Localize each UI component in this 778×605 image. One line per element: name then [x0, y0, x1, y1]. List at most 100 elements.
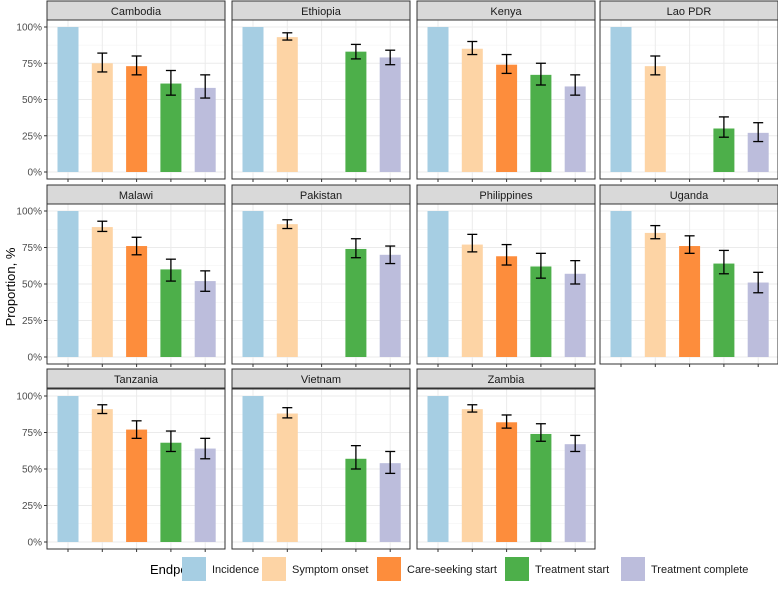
facet-title: Cambodia — [111, 6, 162, 18]
error-bar-uganda-symptom-onset — [650, 224, 661, 240]
bar-philippines-treatment-complete — [564, 273, 586, 357]
y-tick-label: 25% — [22, 501, 42, 512]
error-bar-uganda-treatment-complete — [753, 271, 764, 294]
y-tick-label: 50% — [22, 465, 42, 476]
facet-kenya: Kenya — [416, 0, 596, 182]
bar-ethiopia-treatment-start — [345, 51, 367, 172]
legend-label: Incidence — [212, 564, 259, 576]
legend-item-symptom-onset: Symptom onset — [262, 557, 368, 581]
bar-tanzania-treatment-complete — [194, 448, 216, 542]
bar-zambia-incidence — [427, 396, 449, 542]
y-tick-label: 75% — [22, 59, 42, 70]
facet-title: Malawi — [119, 190, 153, 202]
legend-item-treatment-complete: Treatment complete — [621, 557, 748, 581]
y-tick-label: 100% — [16, 392, 42, 403]
error-bar-pakistan-treatment-start — [350, 238, 361, 259]
error-bar-vietnam-symptom-onset — [282, 407, 293, 419]
error-bar-ethiopia-treatment-start — [350, 43, 361, 60]
y-tick-label: 75% — [22, 243, 42, 254]
bar-uganda-treatment-start — [713, 263, 735, 357]
error-bar-kenya-symptom-onset — [467, 40, 478, 56]
error-bar-ethiopia-symptom-onset — [282, 32, 293, 41]
error-bar-uganda-treatment-start — [718, 249, 729, 275]
bar-lao-pdr-incidence — [610, 27, 632, 172]
bar-uganda-care-seeking-start — [679, 246, 701, 357]
error-bar-lao-pdr-treatment-complete — [753, 122, 764, 143]
bar-ethiopia-treatment-complete — [379, 57, 401, 173]
bar-pakistan-incidence — [242, 211, 264, 357]
legend-swatch — [262, 557, 286, 581]
error-bar-lao-pdr-symptom-onset — [650, 55, 661, 76]
legend-swatch — [505, 557, 529, 581]
error-bar-cambodia-symptom-onset — [97, 52, 108, 73]
panel-border — [416, 203, 596, 365]
bar-lao-pdr-treatment-start — [713, 128, 735, 172]
y-tick-label: 50% — [22, 95, 42, 106]
legend: Endpoint Incidence Symptom onset Care-seek… — [150, 557, 748, 581]
facet-cambodia: Cambodia 0% 25% 50% 75% 100% — [16, 0, 226, 182]
bar-uganda-symptom-onset — [644, 232, 666, 357]
facet-title: Vietnam — [301, 374, 341, 386]
error-bar-cambodia-treatment-complete — [200, 74, 211, 99]
error-bar-malawi-symptom-onset — [97, 220, 108, 233]
error-bar-kenya-care-seeking-start — [501, 53, 512, 75]
bar-cambodia-care-seeking-start — [126, 66, 148, 172]
facet-ethiopia: Ethiopia — [231, 0, 411, 182]
error-bar-zambia-treatment-start — [535, 423, 546, 442]
facet-vietnam: Vietnam — [231, 368, 411, 552]
y-axis-label: Proportion, % — [3, 247, 18, 326]
error-bar-pakistan-symptom-onset — [282, 219, 293, 230]
bar-vietnam-incidence — [242, 396, 264, 542]
facet-title: Zambia — [488, 374, 526, 386]
facet-tanzania: Tanzania 0% 25% 50% 75% 100% — [16, 368, 226, 552]
facet-strip — [416, 368, 596, 389]
bar-vietnam-treatment-complete — [379, 463, 401, 542]
bar-zambia-treatment-start — [530, 433, 552, 542]
bar-zambia-treatment-complete — [564, 444, 586, 542]
bar-malawi-symptom-onset — [91, 227, 113, 357]
facet-title: Uganda — [670, 190, 709, 202]
facet-title: Kenya — [490, 6, 522, 18]
legend-swatch — [377, 557, 401, 581]
bar-malawi-treatment-complete — [194, 281, 216, 357]
error-bar-philippines-symptom-onset — [467, 233, 478, 253]
bar-malawi-care-seeking-start — [126, 246, 148, 357]
panel-border — [599, 19, 778, 180]
error-bar-cambodia-care-seeking-start — [131, 55, 142, 76]
error-bar-philippines-treatment-complete — [570, 259, 581, 285]
bar-pakistan-treatment-start — [345, 248, 367, 357]
error-bar-tanzania-treatment-start — [165, 430, 176, 453]
bar-zambia-care-seeking-start — [496, 422, 518, 542]
error-bar-zambia-symptom-onset — [467, 404, 478, 413]
y-tick-label: 25% — [22, 316, 42, 327]
y-tick-label: 0% — [28, 538, 43, 549]
bar-philippines-symptom-onset — [461, 244, 483, 357]
bar-kenya-treatment-complete — [564, 86, 586, 172]
error-bar-malawi-care-seeking-start — [131, 236, 142, 256]
error-bar-ethiopia-treatment-complete — [385, 49, 396, 66]
bar-philippines-treatment-start — [530, 266, 552, 357]
facet-philippines: Philippines — [416, 184, 596, 367]
error-bar-zambia-care-seeking-start — [501, 414, 512, 429]
facet-malawi: Malawi 0% 25% 50% 75% 100% — [16, 184, 226, 367]
bar-kenya-incidence — [427, 27, 449, 172]
panel-border — [231, 388, 411, 550]
error-bar-malawi-treatment-complete — [200, 270, 211, 292]
facet-title: Lao PDR — [667, 6, 712, 18]
facet-title: Philippines — [479, 190, 533, 202]
bar-uganda-incidence — [610, 211, 632, 357]
error-bar-tanzania-symptom-onset — [97, 404, 108, 415]
panel-border — [231, 203, 411, 365]
bar-vietnam-symptom-onset — [276, 413, 298, 542]
legend-label: Treatment complete — [651, 564, 748, 576]
bar-zambia-symptom-onset — [461, 409, 483, 542]
bar-pakistan-treatment-complete — [379, 254, 401, 357]
bar-tanzania-treatment-start — [160, 442, 182, 542]
legend-item-care-seeking-start: Care-seeking start — [377, 557, 497, 581]
legend-item-treatment-start: Treatment start — [505, 557, 609, 581]
facet-lao-pdr: Lao PDR — [599, 0, 778, 182]
bar-kenya-care-seeking-start — [496, 64, 518, 172]
facet-pakistan: Pakistan — [231, 184, 411, 367]
bar-ethiopia-incidence — [242, 27, 264, 172]
bar-cambodia-symptom-onset — [91, 63, 113, 172]
